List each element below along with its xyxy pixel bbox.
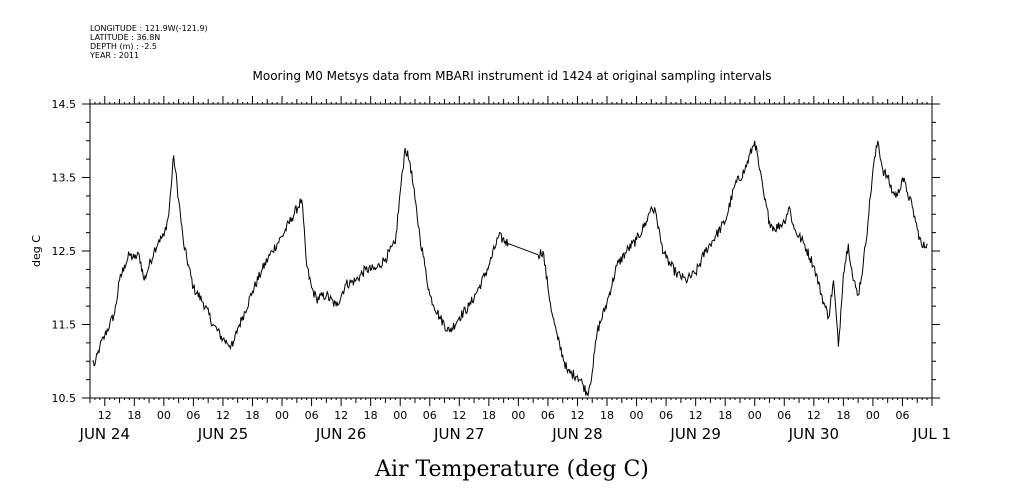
x-hour-label: 12 bbox=[98, 409, 112, 422]
data-series bbox=[92, 140, 928, 397]
x-hour-label: 00 bbox=[630, 409, 644, 422]
y-tick-label: 13.5 bbox=[52, 172, 77, 185]
x-day-label: JUN 27 bbox=[433, 425, 484, 443]
x-axis: 12 18 00 06 12 18 00 06 12 18 00 06 12 18 00 06 12 18 00 06… bbox=[79, 96, 951, 443]
x-hour-label: 00 bbox=[511, 409, 525, 422]
x-hour-label: 00 bbox=[157, 409, 171, 422]
meta-depth: DEPTH (m) : -2.5 bbox=[90, 42, 157, 51]
y-tick-label: 11.5 bbox=[52, 319, 77, 332]
chart-title: Mooring M0 Metsys data from MBARI instru… bbox=[253, 69, 772, 83]
x-hour-label: 18 bbox=[600, 409, 614, 422]
x-hour-label: 18 bbox=[127, 409, 141, 422]
x-hour-label: 06 bbox=[777, 409, 791, 422]
x-hour-label: 06 bbox=[305, 409, 319, 422]
x-hour-label: 18 bbox=[836, 409, 850, 422]
x-hour-label: 00 bbox=[866, 409, 880, 422]
x-day-label: JUN 25 bbox=[197, 425, 248, 443]
x-hour-label: 12 bbox=[689, 409, 703, 422]
x-hour-label: 12 bbox=[334, 409, 348, 422]
x-hour-label: 12 bbox=[216, 409, 230, 422]
x-hour-label: 12 bbox=[452, 409, 466, 422]
x-day-label: JUN 24 bbox=[79, 425, 130, 443]
y-tick-label: 12.5 bbox=[52, 245, 77, 258]
x-hour-label: 12 bbox=[807, 409, 821, 422]
x-day-label: JUN 30 bbox=[788, 425, 839, 443]
y-axis: 10.5 11.5 12.5 13.5 14.5 bbox=[52, 98, 940, 405]
x-hour-label: 06 bbox=[659, 409, 673, 422]
x-hour-label: 18 bbox=[718, 409, 732, 422]
x-hour-label: 18 bbox=[482, 409, 496, 422]
series-line bbox=[92, 140, 928, 397]
x-hour-label: 06 bbox=[186, 409, 200, 422]
metadata-block: LONGITUDE : 121.9W(-121.9) LATITUDE : 36… bbox=[89, 24, 208, 60]
x-day-label: JUN 26 bbox=[315, 425, 366, 443]
x-day-label: JUN 28 bbox=[551, 425, 602, 443]
meta-longitude: LONGITUDE : 121.9W(-121.9) bbox=[90, 24, 208, 33]
meta-year: YEAR : 2011 bbox=[89, 51, 139, 60]
x-hour-label: 00 bbox=[275, 409, 289, 422]
x-hour-label: 18 bbox=[245, 409, 259, 422]
x-day-label: JUL 1 bbox=[912, 425, 951, 443]
y-tick-label: 10.5 bbox=[52, 392, 77, 405]
y-axis-label: deg C bbox=[30, 235, 43, 267]
x-hour-label: 18 bbox=[364, 409, 378, 422]
x-hour-label: 06 bbox=[423, 409, 437, 422]
x-hour-label: 06 bbox=[541, 409, 555, 422]
x-hour-label: 12 bbox=[570, 409, 584, 422]
x-hour-label: 06 bbox=[895, 409, 909, 422]
x-hour-label: 00 bbox=[748, 409, 762, 422]
y-tick-label: 14.5 bbox=[52, 98, 77, 111]
meta-latitude: LATITUDE : 36.8N bbox=[90, 33, 160, 42]
x-day-label: JUN 29 bbox=[669, 425, 720, 443]
x-axis-label: Air Temperature (deg C) bbox=[374, 457, 649, 482]
x-hour-label: 00 bbox=[393, 409, 407, 422]
